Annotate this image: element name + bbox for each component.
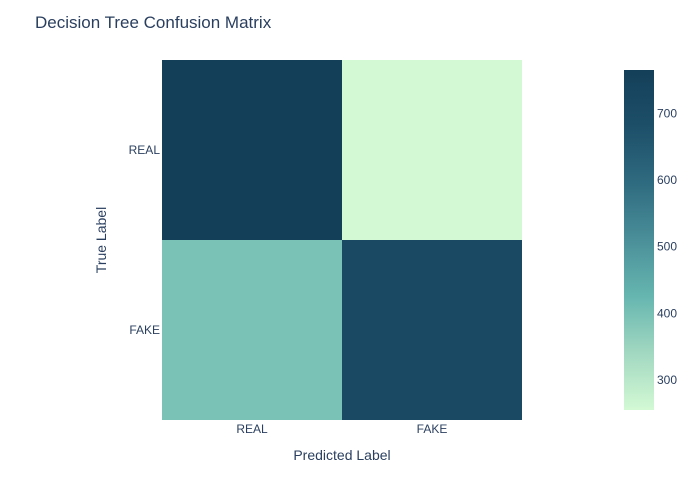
heatmap-cell bbox=[342, 60, 522, 240]
colorbar-tick-label: 500 bbox=[657, 240, 677, 254]
y-tick-label: REAL bbox=[129, 143, 161, 157]
heatmap-cell bbox=[162, 60, 342, 240]
y-axis-title: True Label bbox=[93, 207, 109, 273]
x-tick-label: REAL bbox=[236, 422, 268, 436]
chart-title: Decision Tree Confusion Matrix bbox=[35, 13, 272, 32]
y-tick-label: FAKE bbox=[129, 323, 160, 337]
colorbar-tick-label: 300 bbox=[657, 373, 677, 387]
heatmap-cell bbox=[342, 240, 522, 420]
colorbar-tick-label: 400 bbox=[657, 306, 677, 320]
heatmap-cell bbox=[162, 240, 342, 420]
colorbar-tick-label: 600 bbox=[657, 173, 677, 187]
heatmap-cells bbox=[162, 60, 522, 420]
colorbar-tick-label: 700 bbox=[657, 106, 677, 120]
colorbar-ticks: 300 400 500 600 700 bbox=[657, 106, 677, 387]
x-axis-title: Predicted Label bbox=[293, 447, 390, 463]
colorbar bbox=[624, 70, 654, 410]
x-tick-label: FAKE bbox=[417, 422, 448, 436]
